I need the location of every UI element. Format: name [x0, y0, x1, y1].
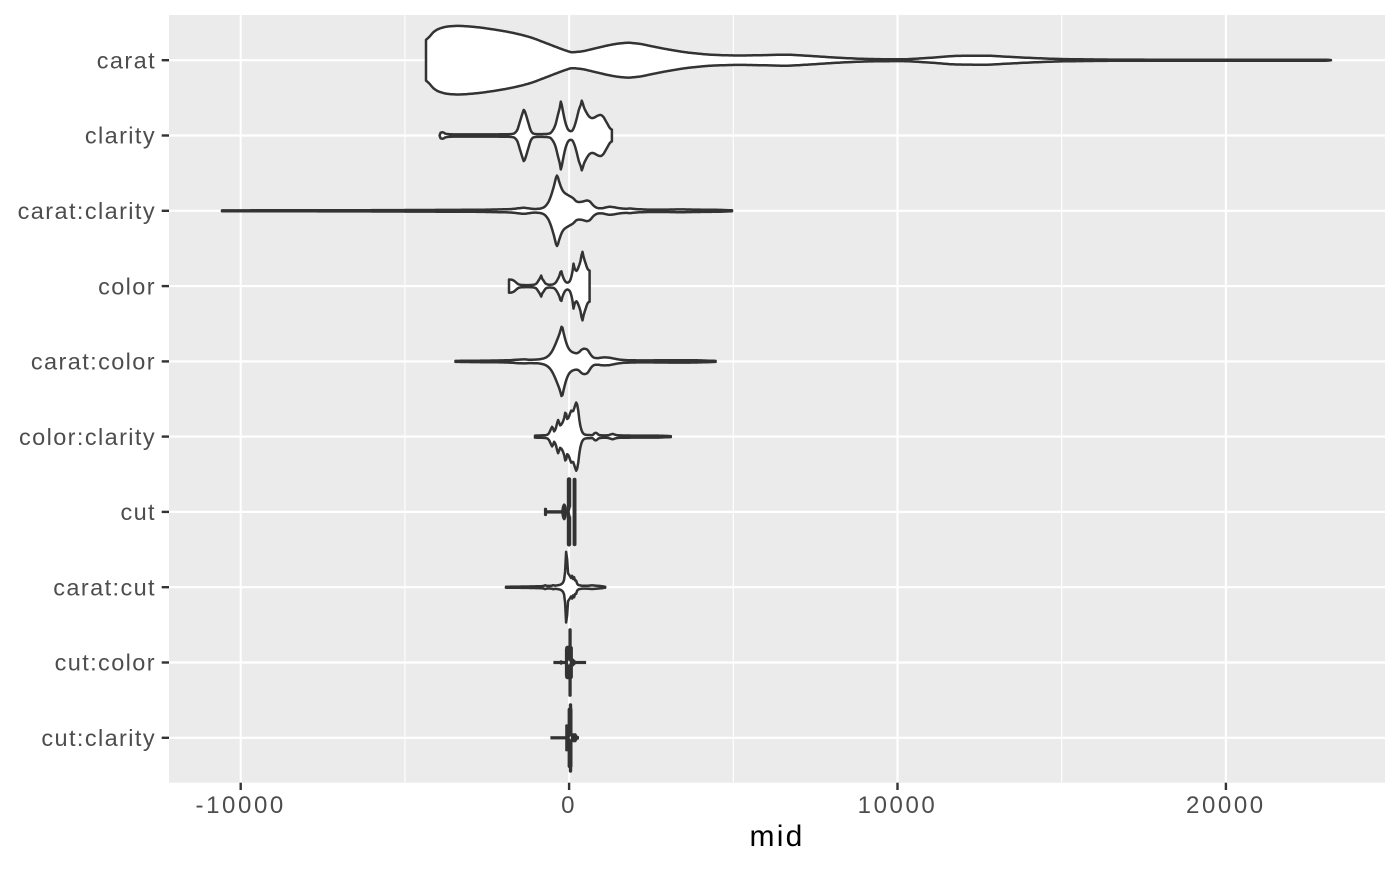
svg-text:10000: 10000 [858, 792, 938, 819]
svg-text:cut:clarity: cut:clarity [41, 725, 156, 751]
svg-text:color: color [98, 273, 156, 299]
svg-text:-10000: -10000 [196, 792, 286, 819]
svg-text:carat:cut: carat:cut [53, 574, 156, 600]
svg-text:cut: cut [120, 499, 156, 525]
svg-text:0: 0 [561, 792, 577, 819]
svg-text:carat:clarity: carat:clarity [18, 198, 156, 224]
svg-text:clarity: clarity [85, 123, 156, 149]
svg-text:color:clarity: color:clarity [19, 424, 156, 450]
svg-text:20000: 20000 [1186, 792, 1266, 819]
svg-text:carat:color: carat:color [31, 349, 156, 375]
svg-text:mid: mid [750, 820, 805, 853]
svg-text:carat: carat [97, 47, 156, 73]
svg-text:cut:color: cut:color [55, 650, 156, 676]
